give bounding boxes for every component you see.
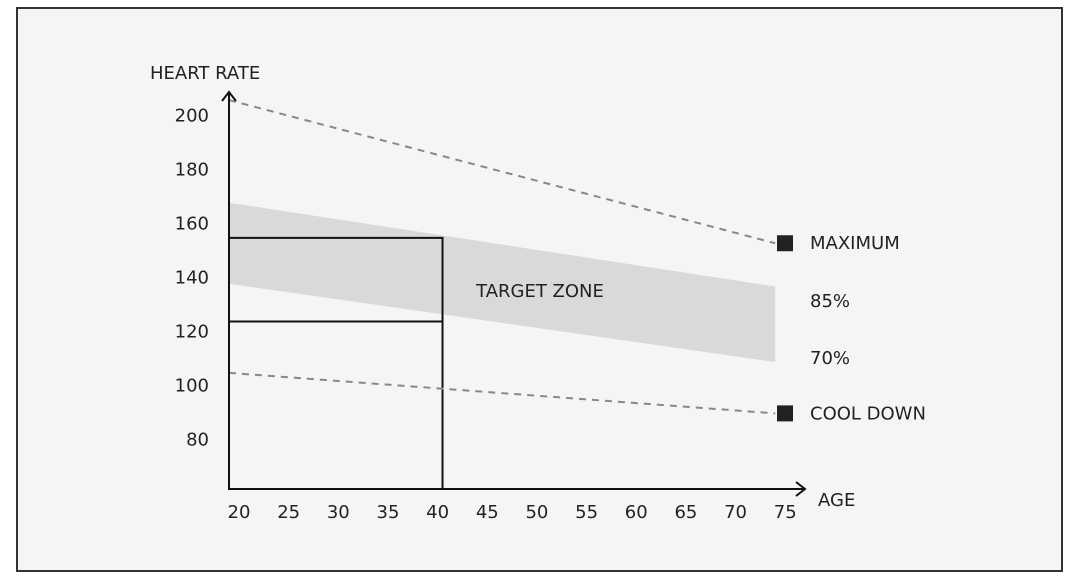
x-tick-label: 30 [327, 502, 350, 523]
series-line [228, 99, 776, 245]
legend-swatch [777, 235, 793, 252]
legend-swatch [777, 405, 793, 422]
x-tick-label: 75 [774, 502, 797, 523]
axes [228, 92, 805, 490]
x-tick-label: 45 [476, 502, 499, 523]
series-line [228, 371, 776, 415]
y-tick-label: 140 [175, 267, 209, 288]
x-tick-label: 25 [277, 502, 300, 523]
band-upper-label: 85% [810, 291, 850, 312]
example-box [229, 236, 444, 489]
legend-label: MAXIMUM [810, 233, 900, 254]
x-tick-label: 50 [525, 502, 548, 523]
y-tick-label: 120 [175, 321, 209, 342]
x-tick-label: 60 [625, 502, 648, 523]
band-label: TARGET ZONE [475, 281, 604, 302]
x-tick-label: 70 [724, 502, 747, 523]
legend-label: COOL DOWN [810, 403, 926, 424]
x-tick-label: 55 [575, 502, 598, 523]
y-tick-label: 160 [175, 213, 209, 234]
x-tick-label: 40 [426, 502, 449, 523]
target-zone [229, 202, 776, 363]
x-tick-label: 35 [377, 502, 400, 523]
x-axis-label: AGE [818, 490, 855, 511]
y-tick-label: 80 [186, 429, 209, 450]
y-axis-label: HEART RATE [150, 63, 260, 84]
y-tick-label: 180 [175, 159, 209, 180]
x-tick-label: 65 [674, 502, 697, 523]
y-tick-label: 200 [175, 105, 209, 126]
y-tick-label: 100 [175, 375, 209, 396]
band-lower-label: 70% [810, 348, 850, 369]
axis-arrow [221, 90, 807, 497]
x-tick-label: 20 [228, 502, 251, 523]
